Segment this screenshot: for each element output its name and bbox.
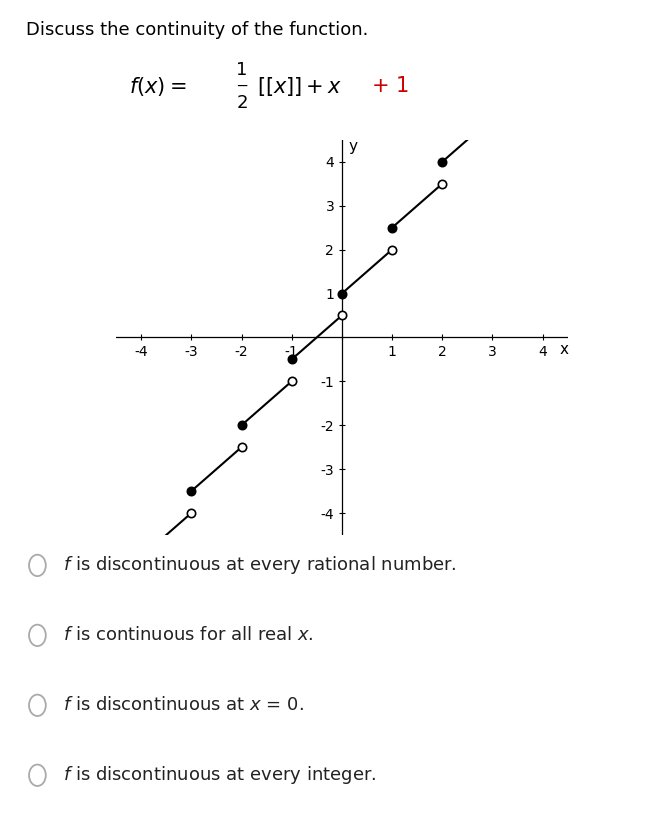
Text: $\mathit{f}$ is discontinuous at every rational number.: $\mathit{f}$ is discontinuous at every r… xyxy=(63,555,457,576)
Text: 1: 1 xyxy=(236,61,248,79)
Text: Discuss the continuity of the function.: Discuss the continuity of the function. xyxy=(26,21,368,39)
Text: $\mathit{f}$ is discontinuous at every integer.: $\mathit{f}$ is discontinuous at every i… xyxy=(63,765,377,786)
Text: $\mathit{f}$ is continuous for all real $\mathit{x}$.: $\mathit{f}$ is continuous for all real … xyxy=(63,626,314,644)
Text: $\mathit{f}$ is discontinuous at $\mathit{x}$ = 0.: $\mathit{f}$ is discontinuous at $\mathi… xyxy=(63,696,304,714)
Text: 2: 2 xyxy=(236,94,248,112)
Text: $\mathit{f}(x) =$: $\mathit{f}(x) =$ xyxy=(129,75,186,98)
Text: x: x xyxy=(559,342,568,357)
Text: ─: ─ xyxy=(237,79,246,94)
Text: $+\ 1$: $+\ 1$ xyxy=(371,77,408,96)
Text: y: y xyxy=(348,139,357,154)
Text: $[[x]] + x$: $[[x]] + x$ xyxy=(257,75,342,98)
